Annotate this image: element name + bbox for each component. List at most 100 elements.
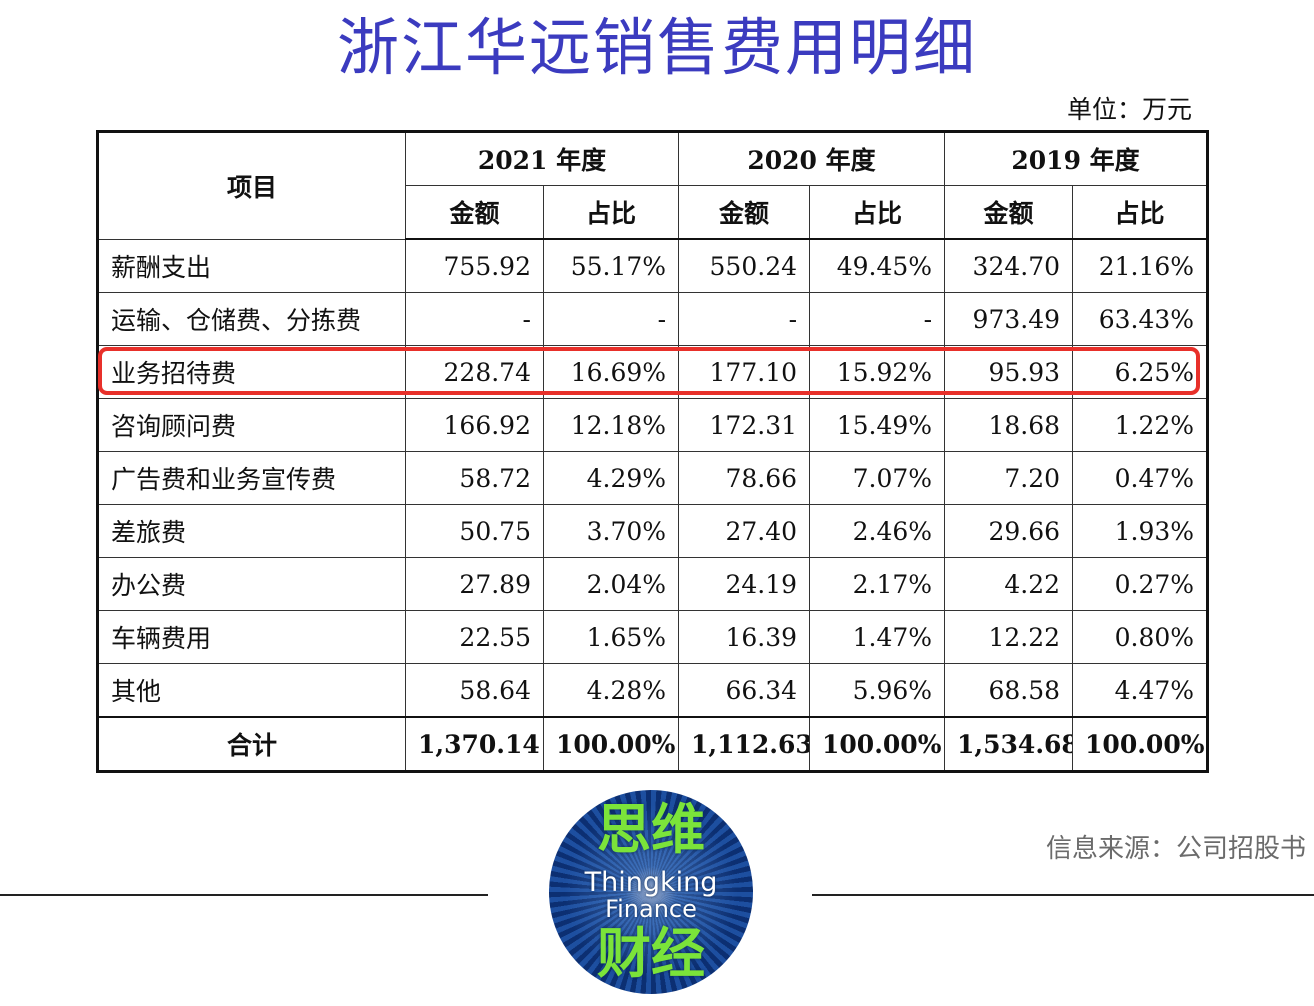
row-label: 车辆费用 xyxy=(97,610,406,664)
cell-ratio-2020: 1.47% xyxy=(809,610,946,664)
row-label: 差旅费 xyxy=(97,504,406,558)
table-row: 运输、仓储费、分拣费 - - - - 973.49 63.43% xyxy=(97,292,1209,346)
cell-amount-2020: 78.66 xyxy=(678,451,811,505)
total-label: 合计 xyxy=(97,716,406,772)
cell-amount-2021: 166.92 xyxy=(405,398,544,452)
cell-amount-2021: 50.75 xyxy=(405,504,544,558)
cell-amount-2020: 24.19 xyxy=(678,557,811,611)
table-row: 车辆费用 22.55 1.65% 16.39 1.47% 12.22 0.80% xyxy=(97,610,1209,664)
cell-amount-2021: 27.89 xyxy=(405,557,544,611)
table-row: 办公费 27.89 2.04% 24.19 2.17% 4.22 0.27% xyxy=(97,557,1209,611)
cell-amount-2020: 27.40 xyxy=(678,504,811,558)
cell-ratio-2020: 7.07% xyxy=(809,451,946,505)
cell-ratio-2019: 0.80% xyxy=(1072,610,1209,664)
row-label: 业务招待费 xyxy=(97,345,406,399)
row-label: 其他 xyxy=(97,663,406,718)
cell-ratio-2020: 15.49% xyxy=(809,398,946,452)
cell-ratio-2021: 16.69% xyxy=(542,345,680,399)
cell-amount-2021: 755.92 xyxy=(405,238,544,293)
table-row-highlighted: 业务招待费 228.74 16.69% 177.10 15.92% 95.93 … xyxy=(97,345,1209,399)
cell-ratio-2020: 5.96% xyxy=(809,663,946,718)
source-note: 信息来源：公司招股书 xyxy=(1045,834,1306,864)
cell-ratio-2020: 2.17% xyxy=(809,557,946,611)
cell-ratio-2020: 49.45% xyxy=(809,238,946,293)
table-row: 其他 58.64 4.28% 66.34 5.96% 68.58 4.47% xyxy=(97,663,1209,718)
cell-amount-2019: 4.22 xyxy=(944,557,1074,611)
unit-label: 单位：万元 xyxy=(1066,95,1192,124)
ratio-header: 占比 xyxy=(1072,185,1209,240)
year-header-2021: 2021 年度 xyxy=(404,131,680,186)
ratio-header: 占比 xyxy=(809,185,946,240)
row-label: 运输、仓储费、分拣费 xyxy=(97,292,406,346)
cell-amount-2021: 228.74 xyxy=(405,345,544,399)
cell-ratio-2021: 4.28% xyxy=(542,663,680,718)
divider-right xyxy=(812,894,1314,896)
logo-text-en-2: Finance xyxy=(605,895,697,923)
cell-ratio-2021: 2.04% xyxy=(542,557,680,611)
cell-ratio-2019: 63.43% xyxy=(1072,292,1209,346)
amount-header: 金额 xyxy=(405,185,544,240)
thinking-finance-logo: 思维 Thingking Finance 财经 xyxy=(549,790,753,994)
page-title: 浙江华远销售费用明细 xyxy=(336,11,977,84)
sales-expense-table: 项目 2021 年度 2020 年度 2019 年度 金额 占比 金额 占比 金… xyxy=(96,130,1210,773)
row-label: 广告费和业务宣传费 xyxy=(97,451,406,505)
cell-ratio-2019: 0.27% xyxy=(1072,557,1209,611)
header-row-years: 项目 2021 年度 2020 年度 2019 年度 xyxy=(97,131,1209,240)
logo-text-en-1: Thingking xyxy=(584,867,718,898)
table-row: 咨询顾问费 166.92 12.18% 172.31 15.49% 18.68 … xyxy=(97,398,1209,452)
cell-ratio-2019: 1.22% xyxy=(1072,398,1209,452)
cell-amount-2019: 95.93 xyxy=(944,345,1074,399)
cell-amount-2020: 66.34 xyxy=(678,663,811,718)
cell-amount-2019: 973.49 xyxy=(944,292,1074,346)
cell-ratio-2019: 4.47% xyxy=(1072,663,1209,718)
total-amount-2021: 1,370.14 xyxy=(405,716,544,772)
cell-ratio-2021: 55.17% xyxy=(542,238,680,293)
cell-ratio-2019: 21.16% xyxy=(1072,238,1209,293)
year-header-2019: 2019 年度 xyxy=(944,131,1209,186)
cell-amount-2019: 29.66 xyxy=(944,504,1074,558)
cell-amount-2020: 550.24 xyxy=(678,238,811,293)
cell-amount-2021: 58.72 xyxy=(405,451,544,505)
header-row-sub: 金额 占比 金额 占比 金额 占比 xyxy=(98,185,1209,240)
cell-ratio-2019: 0.47% xyxy=(1072,451,1209,505)
cell-ratio-2020: 2.46% xyxy=(809,504,946,558)
row-label: 薪酬支出 xyxy=(97,238,406,293)
cell-amount-2021: - xyxy=(405,292,544,346)
divider-left xyxy=(0,894,488,896)
cell-ratio-2020: - xyxy=(809,292,946,346)
cell-amount-2020: - xyxy=(678,292,811,346)
cell-amount-2021: 22.55 xyxy=(405,610,544,664)
logo-text-bottom: 财经 xyxy=(597,922,705,985)
amount-header: 金额 xyxy=(678,185,811,240)
cell-amount-2021: 58.64 xyxy=(405,663,544,718)
cell-amount-2019: 324.70 xyxy=(944,238,1074,293)
logo-text-top: 思维 xyxy=(597,798,705,861)
cell-ratio-2021: 3.70% xyxy=(542,504,680,558)
total-amount-2019: 1,534.68 xyxy=(944,716,1074,772)
cell-amount-2020: 177.10 xyxy=(678,345,811,399)
cell-ratio-2021: 1.65% xyxy=(542,610,680,664)
ratio-header: 占比 xyxy=(542,185,680,240)
cell-amount-2019: 12.22 xyxy=(944,610,1074,664)
total-ratio-2019: 100.00% xyxy=(1072,716,1209,772)
total-amount-2020: 1,112.63 xyxy=(678,716,811,772)
table-row: 薪酬支出 755.92 55.17% 550.24 49.45% 324.70 … xyxy=(97,238,1209,293)
row-label: 办公费 xyxy=(97,557,406,611)
cell-amount-2020: 16.39 xyxy=(678,610,811,664)
table-row: 广告费和业务宣传费 58.72 4.29% 78.66 7.07% 7.20 0… xyxy=(97,451,1209,505)
cell-ratio-2021: - xyxy=(542,292,680,346)
cell-ratio-2019: 1.93% xyxy=(1072,504,1209,558)
cell-amount-2019: 68.58 xyxy=(944,663,1074,718)
total-ratio-2020: 100.00% xyxy=(809,716,946,772)
cell-amount-2020: 172.31 xyxy=(678,398,811,452)
cell-ratio-2019: 6.25% xyxy=(1072,345,1209,399)
cell-amount-2019: 7.20 xyxy=(944,451,1074,505)
year-header-2020: 2020 年度 xyxy=(678,131,946,186)
cell-ratio-2021: 12.18% xyxy=(542,398,680,452)
total-row: 合计 1,370.14 100.00% 1,112.63 100.00% 1,5… xyxy=(97,716,1209,772)
cell-ratio-2021: 4.29% xyxy=(542,451,680,505)
cell-amount-2019: 18.68 xyxy=(944,398,1074,452)
table-row: 差旅费 50.75 3.70% 27.40 2.46% 29.66 1.93% xyxy=(97,504,1209,558)
row-label: 咨询顾问费 xyxy=(97,398,406,452)
amount-header: 金额 xyxy=(944,185,1074,240)
